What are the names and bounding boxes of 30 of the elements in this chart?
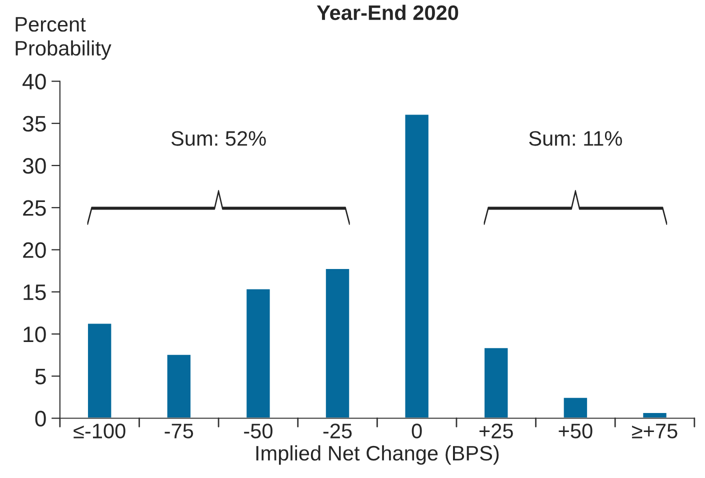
x-axis-title: Implied Net Change (BPS) bbox=[256, 445, 499, 465]
x-tick-label: ≥+75 bbox=[632, 424, 678, 438]
bar bbox=[562, 396, 588, 418]
x-tick-label: ≤-100 bbox=[74, 424, 126, 438]
y-tick-label: 10 bbox=[24, 326, 46, 342]
bar bbox=[642, 412, 668, 418]
y-tick-label: 40 bbox=[22, 74, 46, 90]
y-tick-label: 0 bbox=[35, 410, 46, 427]
bar bbox=[483, 346, 510, 418]
bar bbox=[86, 322, 113, 418]
x-tick-label: -25 bbox=[323, 424, 352, 438]
chart-title: Year-End 2020 bbox=[316, 4, 458, 20]
annotation: Sum: 11% bbox=[529, 131, 622, 146]
x-tick-label: +25 bbox=[479, 424, 513, 438]
annotation: Sum: 52% bbox=[171, 131, 266, 146]
y-tick-label: 15 bbox=[24, 284, 46, 300]
y-tick-label: 25 bbox=[23, 200, 46, 216]
bar bbox=[404, 113, 430, 418]
x-tick-label: 0 bbox=[412, 424, 422, 438]
y-axis-title: Percent Probability bbox=[16, 17, 112, 60]
y-tick-label: 20 bbox=[23, 242, 46, 258]
x-tick-label: +50 bbox=[558, 424, 592, 438]
bar bbox=[245, 288, 272, 418]
y-tick-label: 35 bbox=[22, 116, 46, 132]
y-tick-label: 30 bbox=[22, 158, 46, 174]
bar bbox=[166, 354, 192, 418]
x-tick-label: -50 bbox=[244, 424, 272, 438]
x-tick-label: -75 bbox=[164, 424, 194, 438]
bar bbox=[324, 268, 351, 418]
y-tick-label: 5 bbox=[35, 368, 46, 384]
